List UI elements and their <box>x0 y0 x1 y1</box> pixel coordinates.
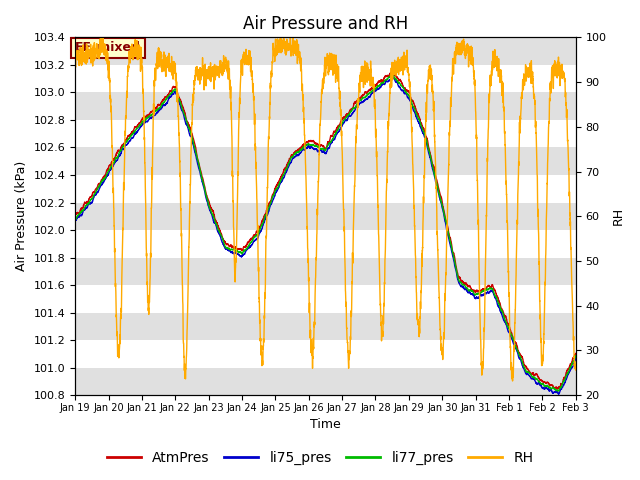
Y-axis label: Air Pressure (kPa): Air Pressure (kPa) <box>15 161 28 271</box>
Title: Air Pressure and RH: Air Pressure and RH <box>243 15 408 33</box>
Bar <box>75 37 576 65</box>
Text: EE_mixed: EE_mixed <box>75 41 141 54</box>
Y-axis label: RH: RH <box>612 207 625 225</box>
Bar <box>75 368 576 395</box>
Bar <box>75 258 576 285</box>
Bar <box>75 175 576 203</box>
Bar <box>75 203 576 230</box>
Bar <box>75 147 576 175</box>
Legend: AtmPres, li75_pres, li77_pres, RH: AtmPres, li75_pres, li77_pres, RH <box>101 445 539 471</box>
Bar <box>75 65 576 92</box>
Bar <box>75 120 576 147</box>
Bar <box>75 285 576 312</box>
Bar <box>75 340 576 368</box>
Bar <box>75 230 576 258</box>
X-axis label: Time: Time <box>310 419 341 432</box>
Bar <box>75 312 576 340</box>
Bar <box>75 92 576 120</box>
